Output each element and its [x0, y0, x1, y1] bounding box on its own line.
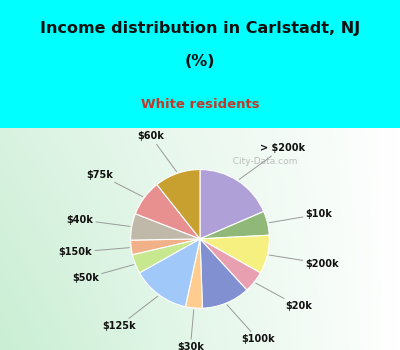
Wedge shape [140, 239, 200, 307]
Wedge shape [200, 169, 264, 239]
Text: $50k: $50k [72, 265, 134, 283]
Wedge shape [200, 239, 247, 308]
Text: $10k: $10k [269, 209, 332, 223]
Wedge shape [131, 239, 200, 255]
Wedge shape [200, 239, 260, 290]
Text: (%): (%) [185, 54, 215, 69]
Text: $100k: $100k [227, 305, 275, 344]
Wedge shape [131, 214, 200, 240]
Text: $60k: $60k [138, 132, 176, 172]
Wedge shape [200, 235, 269, 273]
Wedge shape [200, 211, 269, 239]
Wedge shape [157, 169, 200, 239]
Text: $20k: $20k [256, 283, 312, 311]
Text: > $200k: > $200k [239, 143, 305, 180]
Text: $40k: $40k [66, 215, 130, 226]
Wedge shape [186, 239, 202, 308]
Text: $75k: $75k [86, 169, 143, 197]
Text: $125k: $125k [102, 296, 158, 331]
Text: $200k: $200k [269, 255, 339, 268]
Text: White residents: White residents [141, 98, 259, 111]
Wedge shape [132, 239, 200, 273]
Text: $150k: $150k [59, 247, 130, 257]
Text: City-Data.com: City-Data.com [227, 156, 297, 166]
Wedge shape [135, 184, 200, 239]
Text: Income distribution in Carlstadt, NJ: Income distribution in Carlstadt, NJ [40, 21, 360, 36]
Text: $30k: $30k [177, 310, 204, 350]
